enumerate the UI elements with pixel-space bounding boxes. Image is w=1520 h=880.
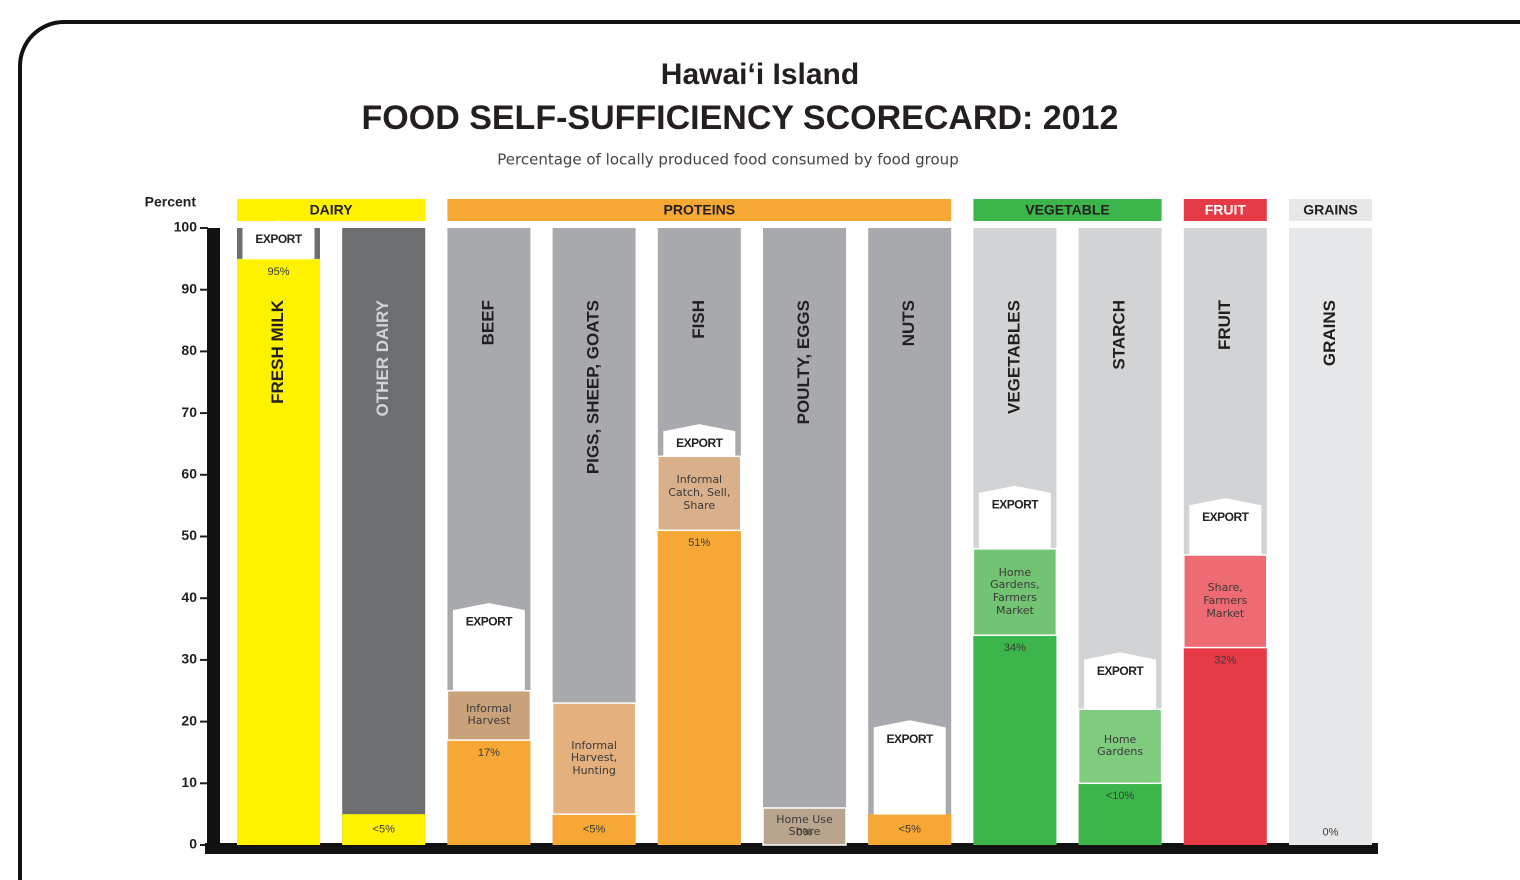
export-label: EXPORT — [887, 732, 935, 746]
export-box — [242, 220, 315, 260]
segment-label-box: Share, Farmers Market — [1203, 581, 1248, 620]
value-label: <5% — [899, 823, 922, 835]
value-label: 17% — [478, 747, 500, 759]
local-bar — [342, 814, 426, 845]
group-header — [237, 199, 426, 221]
column-background — [763, 228, 846, 845]
export-box — [1084, 652, 1157, 710]
segment-label: Informal Harvest — [466, 701, 512, 728]
column-label: NUTS — [899, 300, 918, 346]
export-label: EXPORT — [676, 436, 724, 450]
segment-label: Share, Farmers Market — [1203, 581, 1248, 620]
frame — [18, 20, 1520, 880]
column-label: FISH — [689, 300, 708, 339]
local-bar — [1078, 783, 1162, 845]
segment-label-box: Informal Catch, Sell, Share — [668, 473, 731, 512]
local-bar — [973, 635, 1057, 845]
group-label: FRUIT — [1205, 202, 1247, 218]
y-tick-label: 90 — [181, 280, 197, 296]
value-label: 95% — [267, 266, 289, 278]
local-bar — [1183, 647, 1267, 845]
y-tick-label: 70 — [181, 404, 197, 420]
column-label: POULTY, EGGS — [794, 300, 813, 424]
export-label: EXPORT — [1202, 510, 1250, 524]
informal-segment — [1183, 554, 1268, 649]
chart-title: FOOD SELF-SUFFICIENCY SCORECARD: 2012 — [362, 99, 1119, 137]
local-bar — [657, 530, 741, 845]
segment-label-box: Home Gardens, Farmers Market — [990, 565, 1040, 617]
y-tick-label: 80 — [181, 342, 197, 358]
y-tick-label: 10 — [181, 774, 197, 790]
value-label: <5% — [373, 823, 396, 835]
y-tick-label: 30 — [181, 651, 197, 667]
value-label: 0% — [1323, 827, 1339, 839]
export-label: EXPORT — [466, 615, 514, 629]
segment-label: Home Use Share — [776, 812, 833, 839]
column-background — [1289, 228, 1372, 845]
x-axis — [205, 843, 1378, 854]
segment-label: Informal Harvest, Hunting — [570, 738, 618, 777]
group-header — [1289, 199, 1372, 221]
export-label: EXPORT — [1097, 664, 1145, 678]
value-label: <10% — [1106, 790, 1135, 802]
group-label: VEGETABLE — [1025, 202, 1110, 218]
informal-segment — [762, 807, 847, 846]
export-label: EXPORT — [992, 497, 1040, 511]
value-label: 51% — [688, 537, 710, 549]
local-bar — [868, 814, 952, 845]
y-tick-label: 60 — [181, 466, 197, 482]
value-label: 0% — [797, 827, 813, 839]
group-label: PROTEINS — [664, 202, 736, 218]
y-tick-label: 0 — [189, 836, 197, 852]
informal-segment — [972, 548, 1058, 636]
segment-label-box: Home Use Share — [776, 812, 833, 839]
export-box — [978, 485, 1051, 550]
segment-label-box: Informal Harvest — [466, 701, 512, 728]
value-label: 32% — [1214, 654, 1236, 666]
export-box — [1189, 498, 1262, 556]
export-box — [452, 603, 525, 692]
informal-segment — [1077, 708, 1163, 785]
segment-label: Informal Catch, Sell, Share — [668, 473, 731, 512]
group-header — [1183, 199, 1267, 221]
column-label: STARCH — [1110, 300, 1129, 370]
segment-label-box: Informal Harvest, Hunting — [570, 738, 618, 777]
y-tick-label: 50 — [181, 527, 197, 543]
column-label: FRUIT — [1215, 299, 1234, 350]
segment-label: Home Gardens, Farmers Market — [990, 565, 1040, 617]
local-bar — [552, 814, 636, 845]
group-label: GRAINS — [1303, 202, 1357, 218]
column-label: PIGS, SHEEP, GOATS — [584, 300, 603, 474]
group-header — [973, 199, 1162, 221]
column-label: VEGETABLES — [1004, 300, 1023, 414]
chart-title: Hawai‘i Island — [661, 58, 859, 91]
local-bar — [237, 258, 320, 846]
export-box — [663, 424, 736, 457]
y-tick-label: 20 — [181, 712, 197, 728]
chart-subtitle: Percentage of locally produced food cons… — [497, 151, 958, 169]
column-label: OTHER DAIRY — [373, 299, 392, 416]
group-label: DAIRY — [310, 202, 354, 218]
export-label: EXPORT — [255, 232, 303, 246]
segment-label: Home Gardens — [1097, 732, 1144, 759]
group-header — [447, 199, 952, 221]
segment-label-box: Home Gardens — [1097, 732, 1144, 759]
column-background — [342, 228, 426, 845]
export-box — [873, 720, 946, 815]
column-label: BEEF — [478, 300, 497, 345]
y-axis-label: Percent — [145, 194, 197, 210]
column-label: GRAINS — [1320, 300, 1339, 366]
informal-segment — [551, 702, 637, 815]
y-tick-label: 40 — [181, 589, 197, 605]
informal-segment — [657, 455, 742, 532]
value-label: 34% — [1004, 642, 1026, 654]
y-axis — [207, 228, 220, 853]
column-label: FRESH MILK — [268, 299, 287, 404]
value-label: <5% — [583, 823, 606, 835]
local-bar — [447, 740, 531, 845]
y-tick-label: 100 — [174, 219, 198, 235]
